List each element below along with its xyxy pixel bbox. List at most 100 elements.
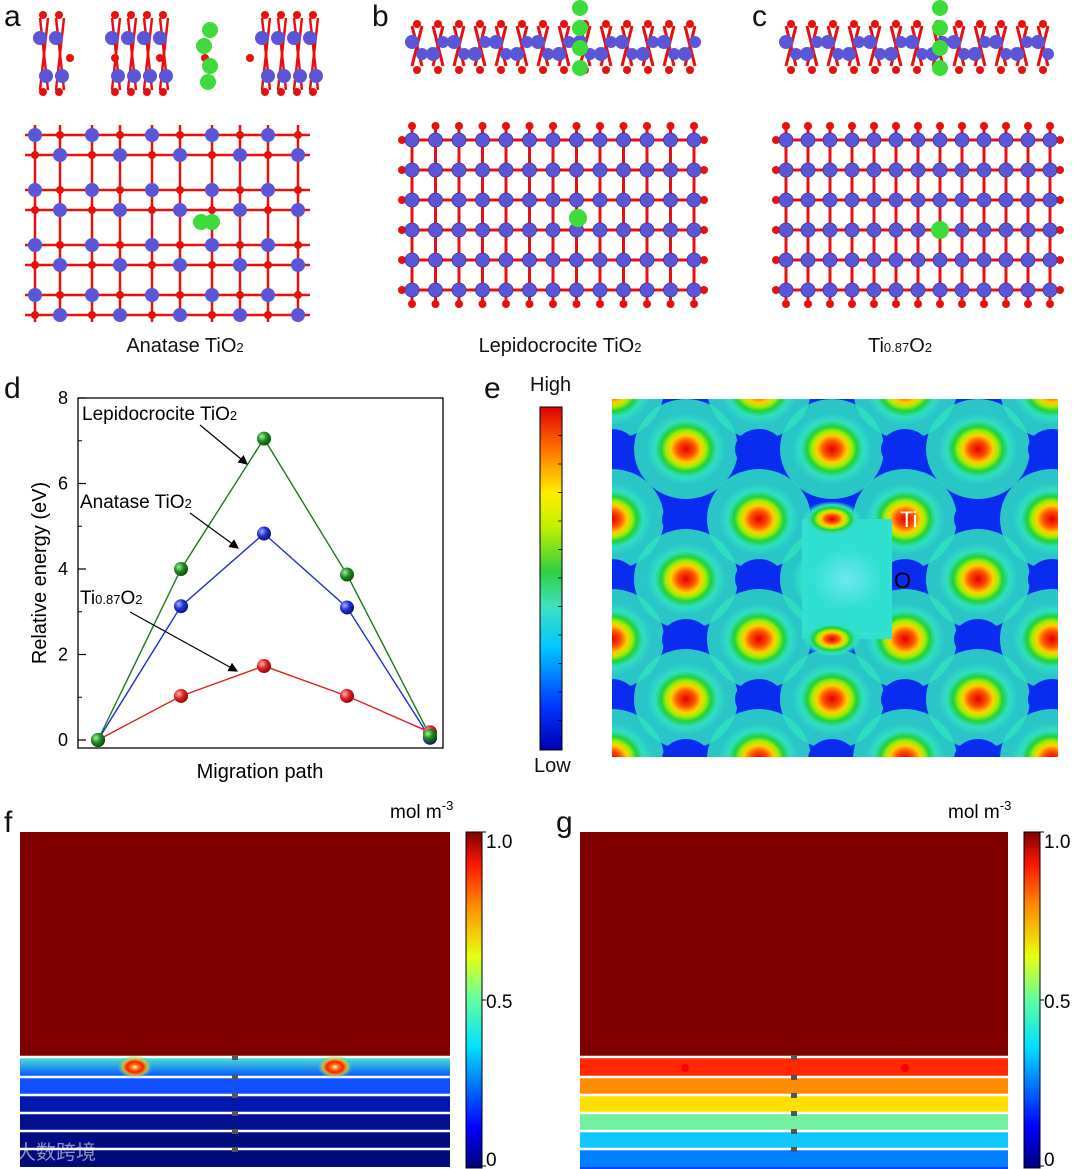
o-atom: [159, 88, 167, 96]
o-atom: [478, 122, 487, 130]
o-atom: [31, 206, 39, 214]
ti-atom: [626, 48, 638, 60]
panel-label-a: a: [4, 0, 21, 33]
ti-atom: [968, 47, 982, 61]
density-void: [612, 559, 636, 599]
o-atom: [980, 300, 988, 308]
ti-atom: [1042, 48, 1054, 60]
o-atom: [88, 261, 96, 269]
density-void: [1028, 679, 1058, 719]
o-atom: [31, 261, 39, 269]
ti-atom: [976, 222, 992, 238]
ti-atom: [489, 35, 503, 49]
ti-atom: [451, 252, 467, 268]
o-atom: [700, 286, 708, 294]
ti-atom: [616, 222, 631, 238]
series-line: [97, 665, 431, 741]
ti-atom: [522, 132, 537, 148]
ti-atom: [663, 192, 678, 208]
y-tick-label: 8: [58, 388, 68, 408]
ti-atom: [998, 192, 1014, 208]
ti-atom: [822, 252, 838, 268]
density-peak: [1012, 483, 1058, 555]
y-tick-label: 4: [58, 559, 68, 579]
ti-atom: [113, 203, 127, 217]
series-line: [97, 437, 431, 741]
o-atom: [111, 11, 119, 19]
ti-atom: [998, 222, 1014, 238]
ti-atom: [205, 288, 219, 302]
label-lepidocrocite: Lepidocrocite TiO2: [82, 404, 237, 425]
o-atom: [111, 88, 119, 96]
o-atom: [997, 66, 1005, 74]
density-void: [954, 499, 1002, 539]
ti-atom: [932, 252, 948, 268]
ti-atom: [521, 36, 533, 48]
panel-label-d: d: [4, 372, 21, 405]
li-atom: [204, 214, 220, 230]
ti-atom: [545, 252, 561, 268]
o-atom: [700, 226, 708, 234]
o-atom: [782, 300, 790, 308]
ti-atom: [545, 282, 561, 298]
o-atom: [455, 300, 463, 308]
panel-label-b: b: [372, 0, 389, 33]
panel-label-c: c: [752, 0, 767, 33]
ti-atom: [686, 162, 702, 178]
o-atom: [644, 20, 652, 28]
o-atom: [261, 11, 269, 19]
o-atom: [602, 66, 610, 74]
li-atom: [193, 214, 209, 230]
x-axis-label: Migration path: [197, 761, 324, 783]
o-atom: [700, 166, 708, 174]
o-atom: [264, 261, 272, 269]
li-atom: [572, 0, 588, 16]
o-atom: [772, 166, 780, 174]
ti-atom: [145, 128, 159, 142]
o-atom: [497, 66, 505, 74]
ti-atom: [932, 162, 948, 178]
data-point: [340, 600, 354, 615]
ti-atom: [475, 162, 490, 178]
data-point: [174, 599, 188, 614]
electrolyte-region: [580, 832, 1008, 1057]
ti-atom: [451, 192, 467, 208]
o-atom: [619, 300, 628, 308]
ti-atom: [49, 31, 63, 45]
series-lines: [97, 437, 431, 741]
ti-atom: [293, 69, 307, 83]
data-point: [91, 733, 105, 747]
colorbar-g: [1023, 831, 1044, 1169]
density-peak: [612, 603, 652, 675]
o-atom: [309, 88, 317, 96]
ti-atom: [569, 252, 584, 268]
ti-atom: [205, 183, 219, 197]
tick-f-05: 0.5: [486, 992, 512, 1013]
o-atom: [497, 20, 505, 28]
ti-atom: [866, 222, 882, 238]
o-atom: [572, 122, 581, 130]
o-atom: [804, 122, 812, 130]
o-atom: [148, 311, 156, 319]
li-atom: [932, 40, 948, 56]
ti-atom: [145, 288, 159, 302]
o-atom: [293, 88, 301, 96]
o-atom: [431, 300, 440, 308]
ti-atom: [291, 148, 305, 162]
ti-atom: [475, 222, 490, 238]
ti-atom: [663, 252, 678, 268]
density-void: [881, 679, 929, 719]
ti087-top-view: [772, 122, 1064, 308]
ti-atom: [866, 132, 882, 148]
o-atom: [690, 300, 698, 308]
o-atom: [261, 88, 269, 96]
o-atom: [958, 300, 966, 308]
o-atom: [829, 66, 837, 74]
o-atom: [39, 11, 47, 19]
concentration-band: [20, 1131, 450, 1149]
density-void: [612, 429, 636, 469]
ti-atom: [866, 282, 882, 298]
panel-label-f: f: [4, 806, 13, 839]
o-atom: [643, 300, 651, 308]
o-atom: [870, 300, 878, 308]
